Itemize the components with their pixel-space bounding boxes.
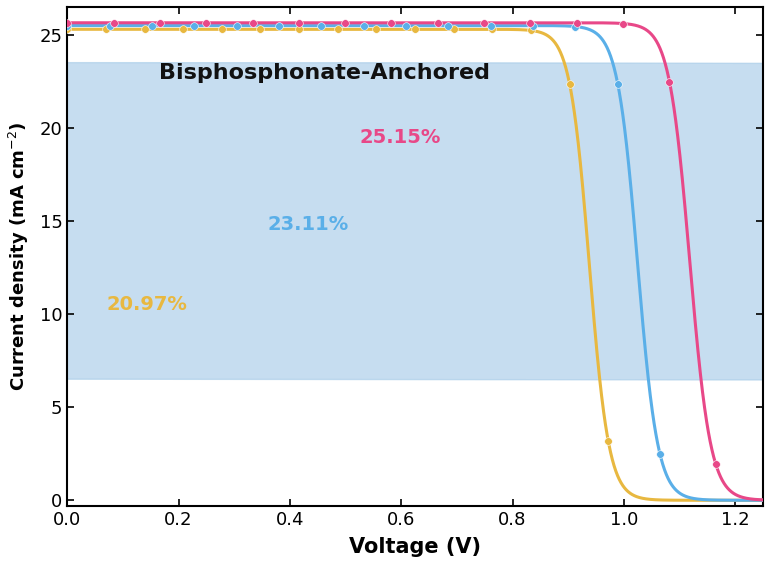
Text: 20.97%: 20.97%: [106, 296, 187, 314]
X-axis label: Voltage (V): Voltage (V): [349, 537, 481, 557]
FancyArrow shape: [0, 62, 770, 380]
Text: Bisphosphonate-Anchored: Bisphosphonate-Anchored: [159, 63, 490, 83]
Text: 23.11%: 23.11%: [268, 215, 349, 234]
Text: 25.15%: 25.15%: [360, 128, 441, 147]
Y-axis label: Current density (mA cm$^{-2}$): Current density (mA cm$^{-2}$): [7, 122, 31, 391]
